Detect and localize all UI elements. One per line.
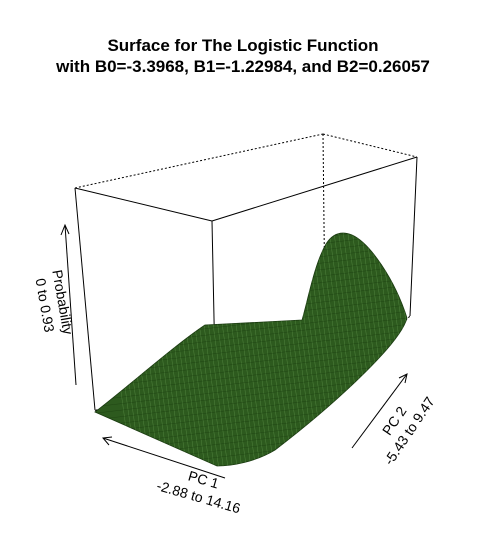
mesh-line xyxy=(95,233,134,466)
mesh-line xyxy=(95,233,407,240)
surface-body xyxy=(94,232,408,467)
box-edge-right xyxy=(409,156,418,317)
mesh-line xyxy=(412,200,450,480)
box-edge-front-left xyxy=(74,187,96,411)
chart-title: Surface for The Logistic Function xyxy=(107,36,378,55)
box-edge-front-top xyxy=(74,187,213,222)
x-axis-arrow-line xyxy=(102,437,226,479)
mesh-line xyxy=(80,187,420,227)
mesh-line xyxy=(95,355,407,396)
mesh-line xyxy=(131,233,171,466)
probability-surface xyxy=(80,180,450,480)
axis-arrows xyxy=(60,223,408,479)
mesh-line xyxy=(108,233,148,466)
y-axis-labels: PC 2 -5.43 to 9.47 xyxy=(379,394,438,468)
y-axis-arrowhead xyxy=(398,373,408,384)
mesh-line xyxy=(117,233,157,466)
mesh-line xyxy=(95,348,407,390)
z-axis-labels: Probability 0 to 0.93 xyxy=(32,269,76,336)
mesh-line xyxy=(95,233,407,253)
box-edge-back-top xyxy=(74,133,324,189)
chart-subtitle: with B0=-3.3968, B1=-1.22984, and B2=0.2… xyxy=(55,57,430,76)
mesh-line xyxy=(95,361,407,403)
mesh-line xyxy=(122,233,161,466)
box-edge-back-top-right xyxy=(322,133,418,158)
mesh-line xyxy=(95,233,407,247)
mesh-line xyxy=(113,233,152,466)
z-axis-arrowhead xyxy=(60,223,70,236)
mesh-line xyxy=(80,180,420,220)
mesh-line xyxy=(103,233,143,466)
mesh-line xyxy=(95,233,407,234)
x-axis-arrowhead xyxy=(102,436,113,446)
y-axis-arrow-line xyxy=(351,373,408,449)
x-axis-labels: PC 1 -2.88 to 14.16 xyxy=(155,468,243,517)
box-edge-front-top-right xyxy=(211,156,418,222)
z-axis-arrow-line xyxy=(64,224,77,386)
